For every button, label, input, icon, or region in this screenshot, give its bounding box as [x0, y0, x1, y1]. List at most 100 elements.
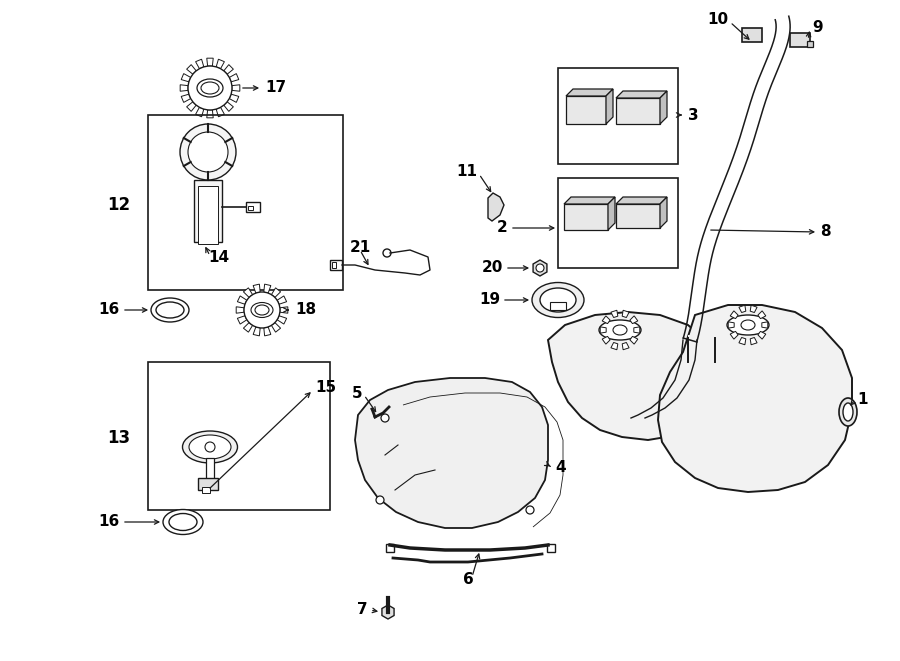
Polygon shape	[277, 316, 286, 324]
Text: 15: 15	[315, 381, 336, 395]
Bar	[198, 478, 218, 490]
Polygon shape	[181, 94, 191, 102]
Polygon shape	[186, 102, 196, 111]
Polygon shape	[207, 110, 213, 118]
Ellipse shape	[201, 82, 219, 94]
Circle shape	[205, 442, 215, 452]
Text: 21: 21	[350, 241, 371, 256]
Polygon shape	[566, 89, 613, 96]
Text: 2: 2	[496, 221, 507, 235]
Text: 11: 11	[456, 165, 477, 180]
Text: 1: 1	[857, 393, 868, 407]
Ellipse shape	[741, 320, 755, 330]
Ellipse shape	[532, 282, 584, 317]
Polygon shape	[216, 59, 224, 69]
Polygon shape	[355, 378, 548, 528]
Polygon shape	[253, 284, 260, 293]
Text: 19: 19	[479, 293, 500, 307]
Polygon shape	[280, 307, 288, 313]
Ellipse shape	[839, 398, 857, 426]
Polygon shape	[634, 327, 640, 333]
Polygon shape	[224, 65, 233, 74]
Polygon shape	[230, 73, 238, 82]
Polygon shape	[622, 310, 629, 317]
Bar	[206, 458, 214, 480]
Polygon shape	[564, 197, 615, 204]
Polygon shape	[216, 107, 224, 117]
Polygon shape	[608, 197, 615, 230]
Bar	[558, 178, 678, 268]
Bar	[564, 204, 608, 230]
Ellipse shape	[255, 305, 269, 315]
Polygon shape	[238, 316, 247, 324]
Polygon shape	[243, 323, 253, 332]
Polygon shape	[238, 296, 247, 304]
Polygon shape	[730, 331, 738, 339]
Ellipse shape	[151, 298, 189, 322]
Polygon shape	[758, 311, 766, 319]
Circle shape	[188, 132, 228, 172]
Polygon shape	[728, 322, 734, 328]
Polygon shape	[382, 605, 394, 619]
Bar	[742, 28, 762, 42]
Polygon shape	[224, 102, 233, 111]
Text: 4: 4	[555, 461, 565, 475]
Text: 16: 16	[99, 514, 120, 529]
Ellipse shape	[599, 320, 641, 340]
Ellipse shape	[613, 325, 627, 335]
Polygon shape	[548, 312, 718, 440]
Polygon shape	[236, 307, 244, 313]
Polygon shape	[180, 85, 188, 91]
Bar	[148, 362, 330, 510]
Bar	[198, 186, 218, 244]
Polygon shape	[272, 288, 281, 297]
Polygon shape	[264, 327, 271, 336]
Polygon shape	[730, 311, 738, 319]
Ellipse shape	[156, 302, 184, 318]
Bar	[616, 98, 660, 124]
Polygon shape	[751, 305, 757, 313]
Ellipse shape	[540, 288, 576, 312]
Polygon shape	[186, 65, 196, 74]
Polygon shape	[602, 316, 610, 324]
Ellipse shape	[189, 435, 231, 459]
Polygon shape	[600, 327, 607, 333]
Text: 8: 8	[820, 225, 831, 239]
Bar	[550, 302, 566, 310]
Polygon shape	[739, 338, 746, 345]
Polygon shape	[533, 260, 547, 276]
Ellipse shape	[169, 514, 197, 531]
Polygon shape	[630, 336, 638, 344]
Polygon shape	[751, 338, 757, 345]
Circle shape	[376, 496, 384, 504]
Polygon shape	[264, 284, 271, 293]
Polygon shape	[758, 331, 766, 339]
Polygon shape	[272, 323, 281, 332]
Text: 20: 20	[482, 260, 503, 276]
Bar	[194, 180, 222, 242]
Polygon shape	[488, 193, 504, 221]
Bar	[807, 41, 813, 47]
Polygon shape	[622, 342, 629, 350]
Bar	[790, 33, 810, 47]
Circle shape	[526, 506, 534, 514]
Bar	[248, 206, 253, 210]
Bar	[688, 335, 715, 360]
Circle shape	[381, 414, 389, 422]
Bar	[202, 487, 210, 493]
Text: 18: 18	[295, 303, 316, 317]
Bar	[246, 202, 260, 212]
Polygon shape	[181, 73, 191, 82]
Text: 5: 5	[351, 385, 362, 401]
Bar	[148, 115, 343, 290]
Polygon shape	[602, 336, 610, 344]
Circle shape	[244, 292, 280, 328]
Text: 7: 7	[357, 602, 368, 617]
Polygon shape	[195, 107, 203, 117]
Text: 3: 3	[688, 108, 698, 122]
Ellipse shape	[727, 315, 769, 335]
Text: 16: 16	[99, 303, 120, 317]
Bar	[330, 260, 342, 270]
Polygon shape	[616, 91, 667, 98]
Bar	[558, 68, 678, 164]
